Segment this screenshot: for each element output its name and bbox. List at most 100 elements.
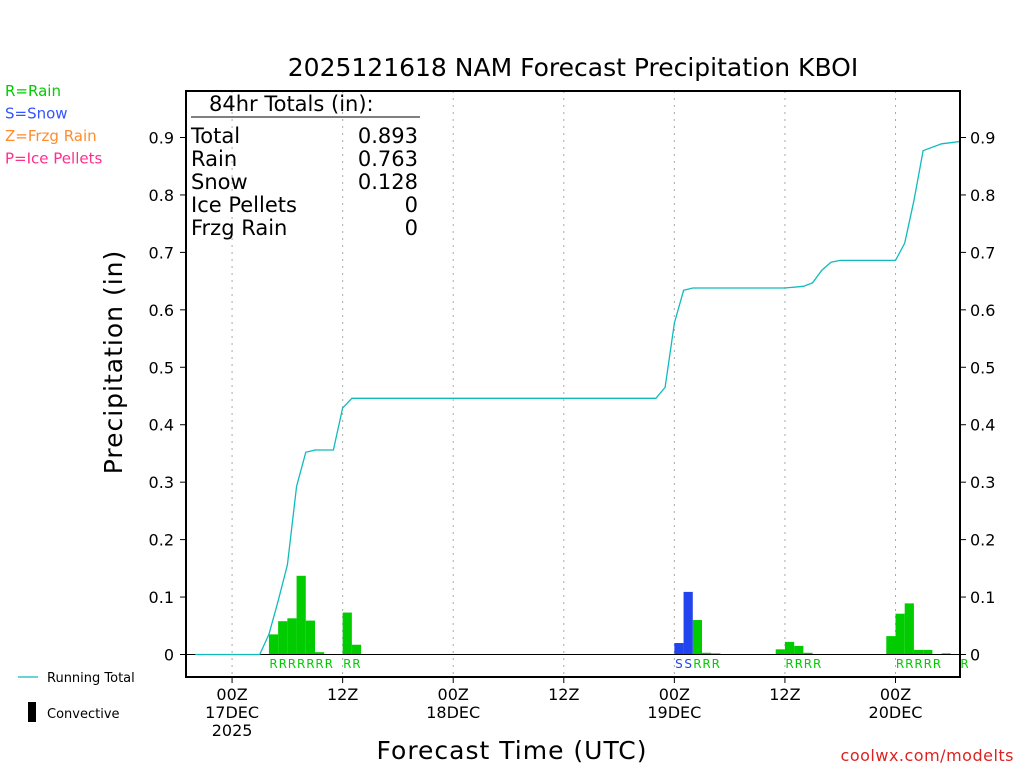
y-tick-label-right: 0.5 [970,358,995,377]
y-tick-label-right: 0.2 [970,531,995,550]
bar-rain [278,621,288,655]
y-tick-label-left: 0.1 [149,588,174,607]
running-total-series [195,140,961,656]
bar-rain [941,653,951,655]
grid [231,91,896,677]
convective-legend-swatch [28,702,36,722]
bar-rain [692,620,702,655]
type-marker: R [288,657,296,671]
type-marker: R [343,657,351,671]
running-total-line [195,140,961,656]
bar-rain [775,649,785,655]
x-tick-label: 12Z [769,685,800,704]
bar-rain [886,636,896,655]
totals-row-value: 0 [405,216,418,240]
bar-rain [351,644,362,655]
type-marker: S [675,657,683,671]
bar-rain [904,603,914,655]
x-tick-label: 12Z [327,685,358,704]
bar-rain [268,634,279,655]
bars [268,575,951,655]
type-marker: R [896,657,904,671]
y-tick-label-right: 0.6 [970,301,995,320]
type-marker: R [795,657,803,671]
legend-entry: Z=Frzg Rain [5,127,97,145]
bar-rain [803,652,813,655]
chart-title: 2025121618 NAM Forecast Precipitation KB… [288,53,858,82]
bar-snow [674,643,684,655]
y-tick-label-left: 0.2 [149,531,174,550]
type-marker: R [315,657,323,671]
bar-snow [683,591,693,655]
type-marker: R [325,657,333,671]
bar-rain [784,641,795,655]
type-marker: R [924,657,932,671]
y-tick-label-right: 0.8 [970,186,995,205]
bar-rain [913,649,924,655]
totals-row-value: 0 [405,193,418,217]
totals-row-label: Rain [191,147,237,171]
watermark: coolwx.com/modelts [841,746,1014,765]
y-axis-label: Precipitation (in) [99,250,128,475]
x-tick-label: 18DEC [426,703,480,722]
x-tick-label: 17DEC [205,703,259,722]
type-marker: R [813,657,821,671]
bar-rain [342,612,352,655]
type-marker: R [269,657,277,671]
x-axis-label: Forecast Time (UTC) [377,736,648,765]
type-marker: R [702,657,710,671]
totals-row-value: 0.763 [358,147,418,171]
y-tick-label-left: 0.6 [149,301,174,320]
type-marker: R [960,657,968,671]
type-marker: R [712,657,720,671]
type-marker: R [306,657,314,671]
y-tick-label-left: 0.4 [149,416,174,435]
plot-frame [185,90,961,678]
y-tick-label-left: 0.7 [149,243,174,262]
totals-row-label: Ice Pellets [191,193,297,217]
y-tick-label-right: 0.3 [970,473,995,492]
x-tick-label: 19DEC [647,703,701,722]
bar-rain [923,649,933,655]
type-marker: R [352,657,360,671]
x-tick-label: 00Z [659,685,690,704]
bar-rain [315,652,325,655]
bar-rain [895,613,905,655]
y-tick-label-right: 0.7 [970,243,995,262]
type-marker: S [684,657,692,671]
y-tick-label-right: 0.4 [970,416,995,435]
type-marker: R [905,657,913,671]
bar-rain [794,645,804,655]
type-marker: R [914,657,922,671]
bar-rain [296,575,306,655]
x-tick-label: 00Z [880,685,911,704]
totals-row-label: Frzg Rain [191,216,287,240]
totals-header: 84hr Totals (in): [209,92,374,116]
bar-rain [702,652,712,655]
y-tick-label-left: 0.3 [149,473,174,492]
y-tick-label-left: 0.9 [149,129,174,148]
totals-row-value: 0.893 [358,124,418,148]
x-tick-label: 00Z [216,685,247,704]
type-marker: R [933,657,941,671]
bar-rain [305,620,315,655]
totals-box: 84hr Totals (in): Total 0.893 Rain 0.763 Sno… [190,92,420,240]
y-tick-label-right: 0 [970,646,980,665]
type-marker: R [279,657,287,671]
legend-entry: R=Rain [5,82,61,100]
x-tick-label: 20DEC [869,703,923,722]
totals-row-label: Total [190,124,240,148]
x-tick-label: 12Z [548,685,579,704]
bar-rain [287,618,297,655]
bottom-legend: Running Total Convective [18,671,135,722]
type-marker: R [785,657,793,671]
x-tick-label: 00Z [438,685,469,704]
y-tick-label-left: 0 [164,646,174,665]
precip-type-legend: R=Rain S=Snow Z=Frzg Rain P=Ice Pellets [5,82,102,168]
y-tick-label-right: 0.1 [970,588,995,607]
legend-entry: S=Snow [5,105,68,123]
totals-row-value: 0.128 [358,170,418,194]
